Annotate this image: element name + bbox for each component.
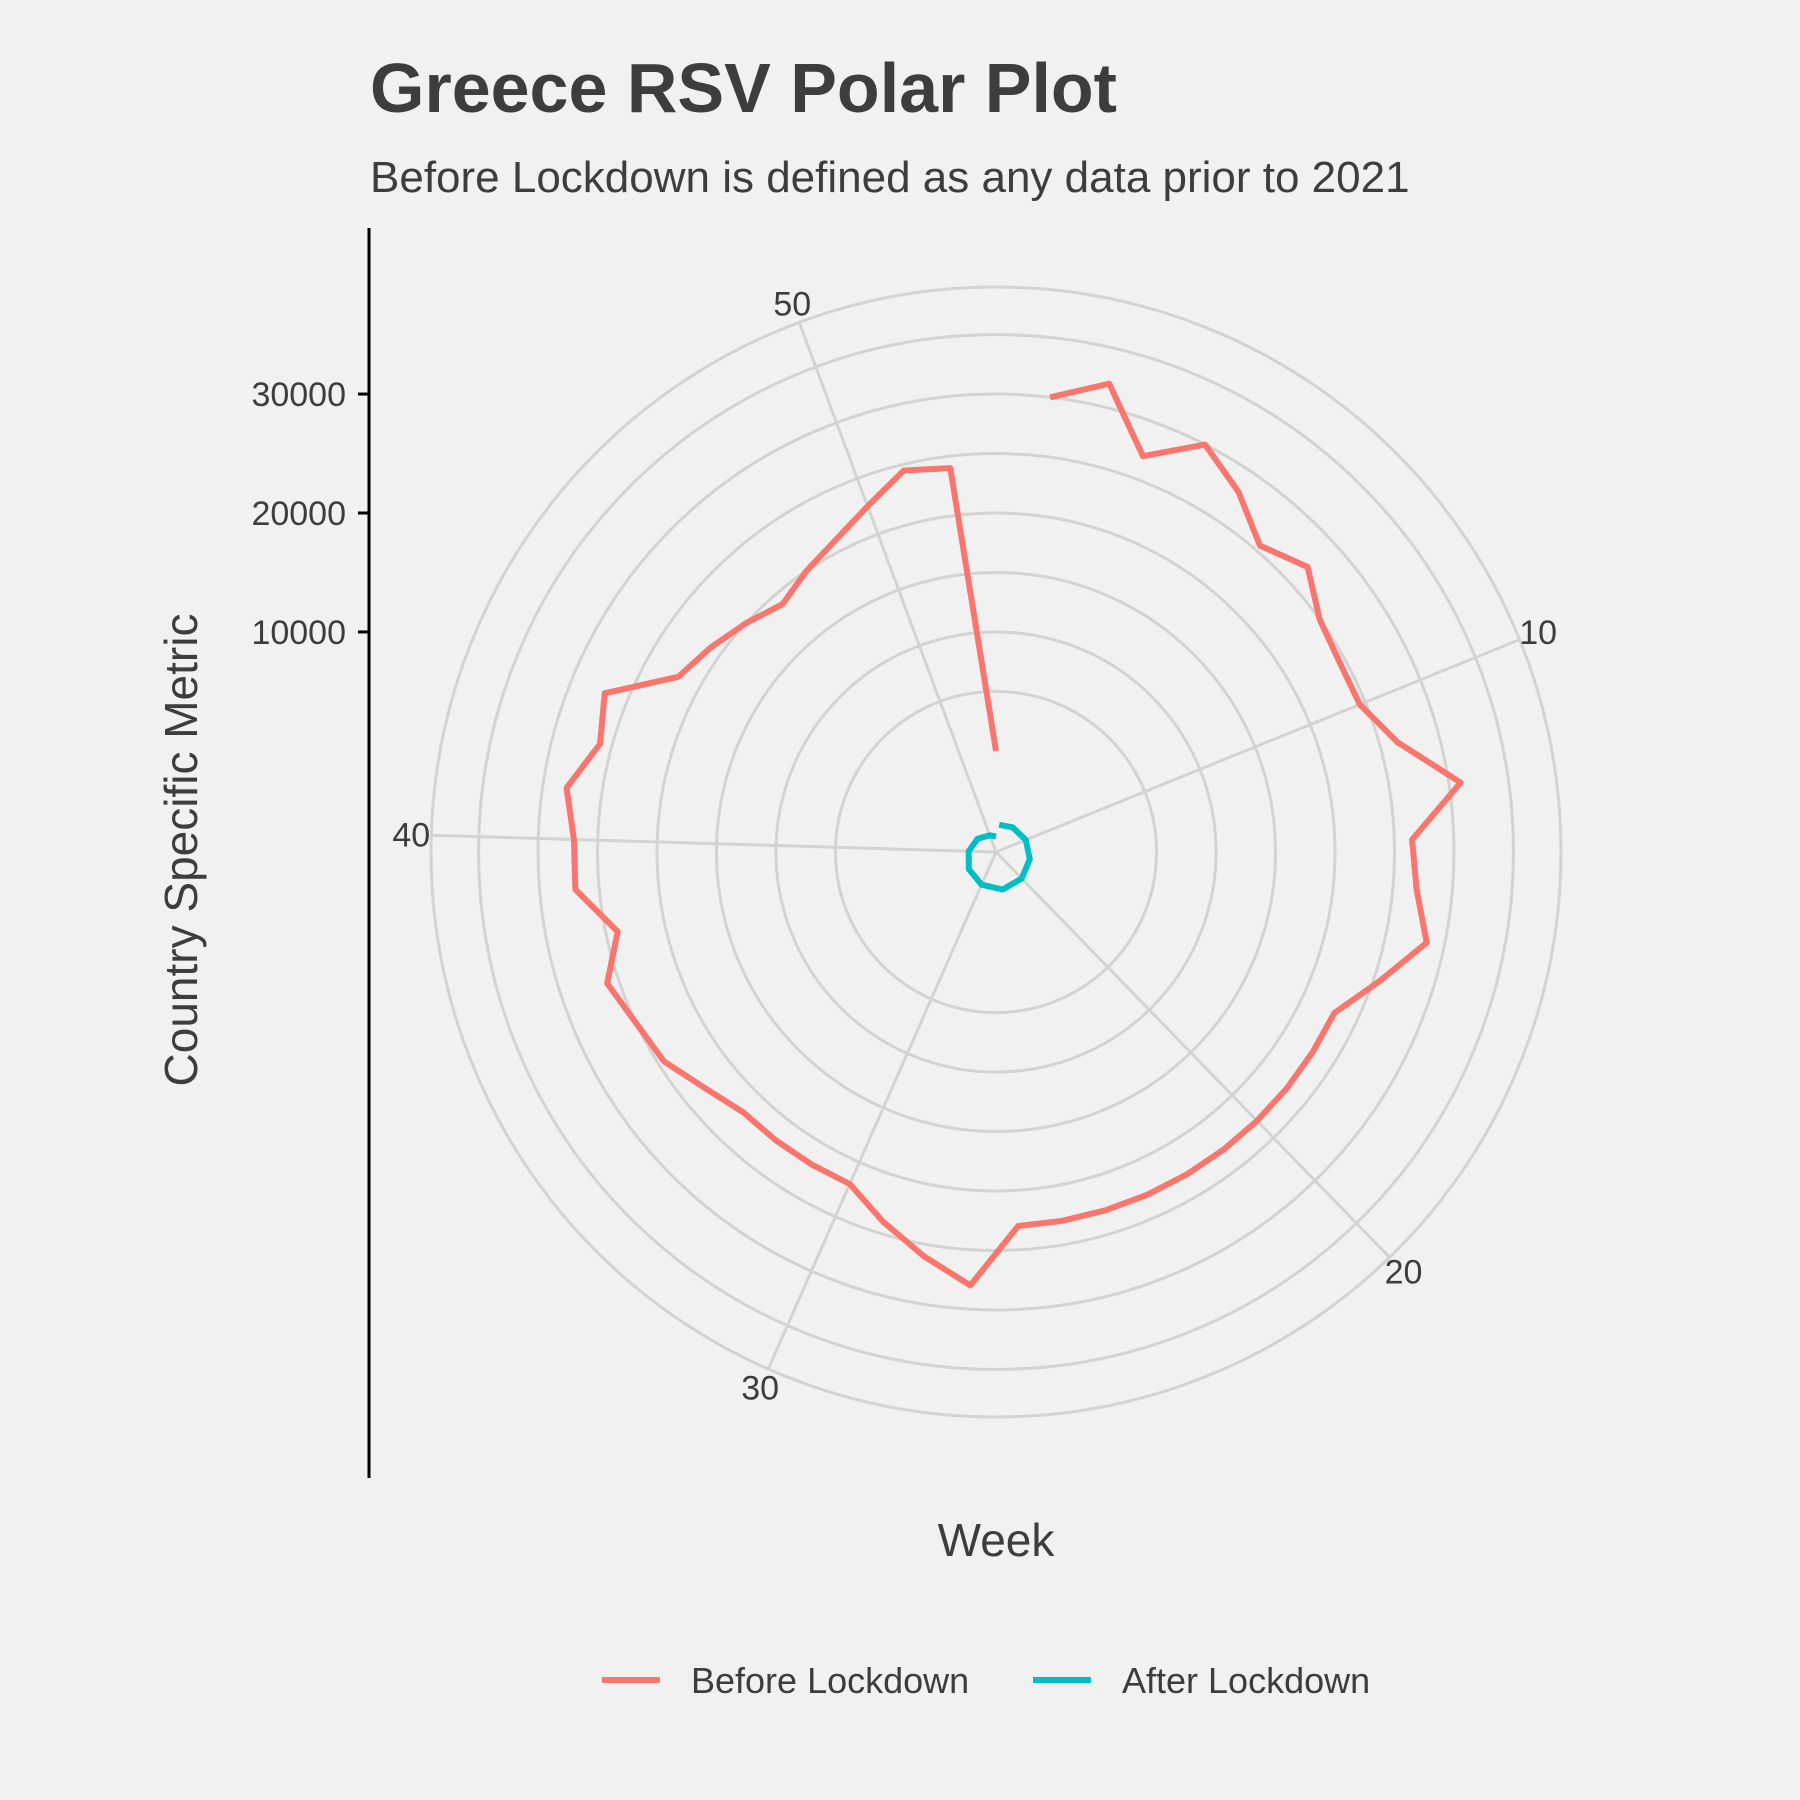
series-layer [563, 380, 1464, 1289]
angle-tick-label: 40 [392, 817, 430, 855]
legend-label-before: Before Lockdown [691, 1660, 969, 1701]
chart-title: Greece RSV Polar Plot [370, 49, 1117, 127]
polar-grid [429, 285, 1563, 1419]
grid-ring [477, 333, 1515, 1371]
grid-spoke [994, 850, 1391, 1259]
grid-ring [655, 511, 1337, 1193]
y-tick-label: 30000 [251, 376, 346, 414]
chart-subtitle: Before Lockdown is defined as any data p… [370, 153, 1410, 202]
grid-spoke [797, 321, 998, 853]
y-tick-label: 10000 [251, 614, 346, 652]
series-line-after-lockdown [965, 821, 1033, 893]
grid-ring [774, 630, 1218, 1074]
grid-ring [536, 392, 1456, 1312]
grid-spoke [766, 851, 998, 1370]
y-tick-label: 20000 [251, 495, 346, 533]
angle-tick-label: 50 [773, 286, 811, 324]
grid-spoke [431, 833, 997, 854]
angle-tick-label: 20 [1385, 1254, 1423, 1292]
grid-spoke [995, 638, 1521, 854]
angle-tick-labels: 10 20 30 40 50 [392, 286, 1557, 1408]
x-axis-title: Week [938, 1514, 1056, 1566]
y-axis-ticks: 10000 20000 30000 [251, 376, 369, 652]
grid-ring [833, 689, 1159, 1015]
angle-tick-label: 10 [1519, 614, 1557, 652]
y-axis-title: Country Specific Metric [155, 614, 207, 1087]
angle-tick-label: 30 [741, 1369, 779, 1407]
grid-ring [429, 285, 1563, 1419]
series-line-before-lockdown [563, 380, 1464, 1289]
legend-label-after: After Lockdown [1122, 1660, 1370, 1701]
legend: Before Lockdown After Lockdown [602, 1660, 1370, 1701]
grid-ring [714, 570, 1278, 1134]
